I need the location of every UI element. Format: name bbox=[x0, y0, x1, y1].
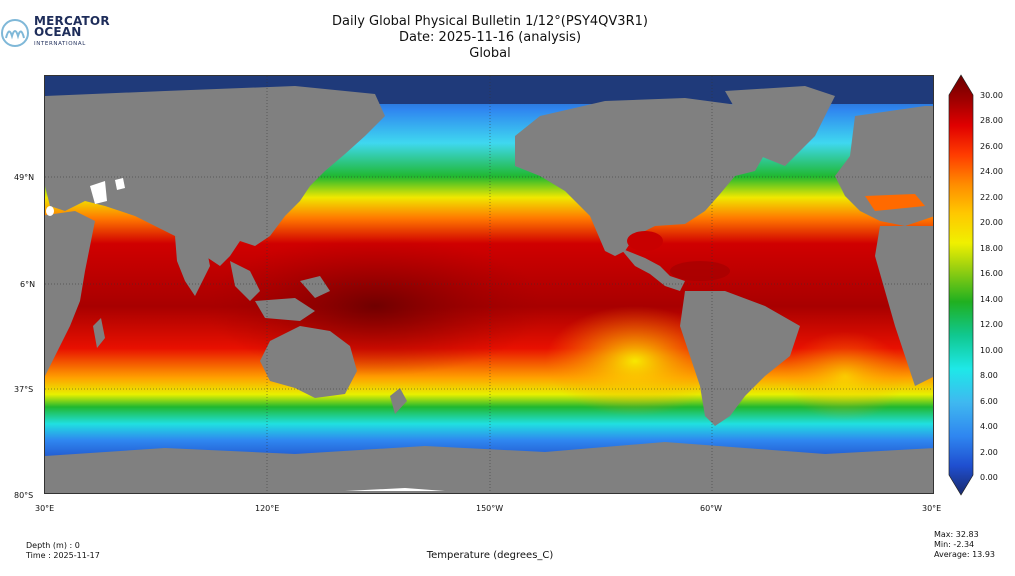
lon-label-120e: 120°E bbox=[255, 504, 280, 513]
average-text: Average: 13.93 bbox=[934, 550, 995, 559]
colorbar-svg bbox=[948, 74, 974, 496]
colorbar-tick-label: 6.00 bbox=[980, 396, 998, 406]
title-line-1: Daily Global Physical Bulletin 1/12°(PSY… bbox=[332, 14, 648, 29]
ice-patches bbox=[46, 178, 445, 491]
colorbar-tick-label: 4.00 bbox=[980, 422, 998, 432]
info-right: Max: 32.83 Min: -2.34 Average: 13.93 bbox=[934, 530, 995, 560]
temperature-map-svg bbox=[45, 76, 933, 493]
title-line-3: Global bbox=[469, 46, 511, 61]
graticule bbox=[45, 76, 933, 493]
logo-text-mercator: MERCATOR bbox=[34, 14, 110, 28]
colorbar-label: Temperature (degrees_C) bbox=[426, 550, 554, 561]
colorbar-tick-label: 22.00 bbox=[980, 192, 1003, 202]
colorbar-tick-label: 30.00 bbox=[980, 91, 1003, 100]
colorbar-tick-label: 8.00 bbox=[980, 371, 998, 381]
colorbar-tick-label: 10.00 bbox=[980, 345, 1003, 355]
lat-label-80s: 80°S bbox=[14, 491, 34, 500]
colorbar-tick-label: 20.00 bbox=[980, 218, 1003, 228]
title-line-2: Date: 2025-11-16 (analysis) bbox=[398, 30, 582, 45]
min-text: Min: -2.34 bbox=[934, 540, 975, 549]
colorbar-tick-label: 0.00 bbox=[980, 473, 998, 482]
colorbar-tick-label: 16.00 bbox=[980, 269, 1003, 279]
colorbar-tick-label: 26.00 bbox=[980, 141, 1003, 151]
logo-text-ocean: OCEAN bbox=[34, 25, 82, 39]
logo-text-international: INTERNATIONAL bbox=[34, 41, 86, 47]
colorbar-tick-label: 14.00 bbox=[980, 294, 1003, 304]
logo-mark-icon bbox=[1, 19, 29, 47]
temperature-map[interactable] bbox=[44, 75, 934, 494]
lat-label-6n: 6°N bbox=[20, 280, 36, 289]
lon-label-60w: 60°W bbox=[700, 504, 723, 513]
lon-label-30e-left: 30°E bbox=[35, 504, 55, 513]
time-text: Time : 2025-11-17 bbox=[26, 551, 100, 560]
colorbar-tick-label: 12.00 bbox=[980, 320, 1003, 330]
max-text: Max: 32.83 bbox=[934, 530, 979, 539]
mercator-ocean-logo: MERCATOR OCEAN INTERNATIONAL bbox=[0, 12, 110, 52]
colorbar-tick-label: 28.00 bbox=[980, 116, 1003, 126]
info-left: Depth (m) : 0 Time : 2025-11-17 bbox=[26, 541, 100, 561]
lat-label-49n: 49°N bbox=[14, 173, 35, 182]
colorbar bbox=[948, 74, 974, 496]
colorbar-tick-label: 24.00 bbox=[980, 167, 1003, 177]
depth-text: Depth (m) : 0 bbox=[26, 541, 80, 550]
map-title-block: Daily Global Physical Bulletin 1/12°(PSY… bbox=[240, 14, 740, 62]
colorbar-tick-label: 2.00 bbox=[980, 447, 998, 457]
lon-label-30e-right: 30°E bbox=[922, 504, 942, 513]
colorbar-tick-label: 18.00 bbox=[980, 243, 1003, 253]
lat-label-37s: 37°S bbox=[14, 385, 34, 394]
lon-label-150w: 150°W bbox=[476, 504, 504, 513]
